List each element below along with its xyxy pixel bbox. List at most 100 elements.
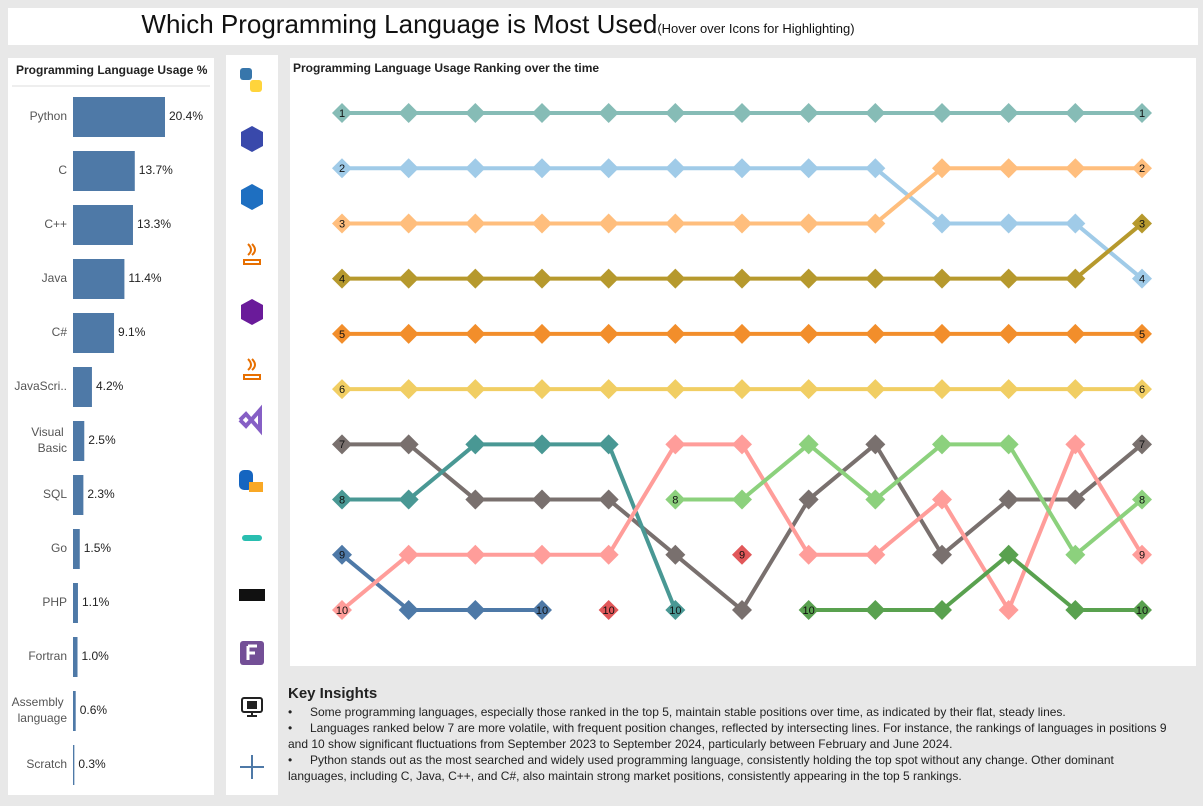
sql-icon[interactable] <box>239 470 263 492</box>
python-icon[interactable] <box>240 68 262 92</box>
bar <box>73 691 76 731</box>
rank-marker <box>465 544 486 565</box>
rank-marker <box>1065 268 1086 289</box>
rank-marker <box>465 213 486 234</box>
rank-marker <box>732 103 752 123</box>
rank-marker <box>932 434 952 455</box>
rank-label: 6 <box>339 384 345 396</box>
rank-label: 6 <box>1139 384 1145 396</box>
bar <box>73 313 115 353</box>
rank-marker <box>598 158 619 179</box>
y-tick-label: Python <box>30 109 67 123</box>
rank-marker <box>532 600 552 620</box>
c-icon[interactable] <box>241 126 263 152</box>
page-hint[interactable]: (Hover over Icons for Highlighting) <box>657 21 854 36</box>
rank-marker <box>1065 213 1086 234</box>
insights: Key Insights Some programming languages,… <box>288 686 1168 784</box>
rank-marker <box>398 103 419 123</box>
rank-marker <box>398 268 419 289</box>
rank-marker <box>598 600 619 620</box>
rank-marker <box>598 103 619 123</box>
y-tick-label: C <box>58 163 67 177</box>
rank-marker <box>598 379 619 400</box>
rank-marker <box>732 434 752 455</box>
rank-marker <box>398 213 419 234</box>
rank-marker <box>398 158 419 179</box>
rank-marker <box>1132 600 1152 620</box>
rank-marker <box>532 489 552 510</box>
vb-icon[interactable] <box>238 404 262 436</box>
java-icon[interactable] <box>243 243 261 265</box>
value-label: 2.5% <box>88 433 116 447</box>
rank-label: 4 <box>339 274 345 286</box>
rank-label: 8 <box>339 494 345 506</box>
rank-marker <box>1065 544 1086 565</box>
rank-marker <box>998 489 1019 510</box>
php-icon[interactable] <box>239 589 265 601</box>
y-tick-label: JavaScri.. <box>14 379 67 393</box>
rank-marker <box>665 158 686 179</box>
bump-panel <box>290 58 1196 666</box>
assembly-icon[interactable] <box>241 697 263 717</box>
rank-marker <box>798 103 819 123</box>
rank-marker <box>465 268 486 289</box>
rank-label: 10 <box>536 605 548 617</box>
y-tick-label: C# <box>52 325 68 339</box>
js-icon[interactable] <box>243 358 261 380</box>
y-tick-label: Scratch <box>26 757 67 771</box>
go-icon[interactable] <box>242 535 262 541</box>
rank-label: 1 <box>1139 108 1145 120</box>
rank-marker <box>1132 434 1152 455</box>
bump-chart-title: Programming Language Usage Ranking over … <box>293 61 599 75</box>
rank-marker <box>1132 213 1152 234</box>
rank-label: 7 <box>339 439 345 451</box>
value-label: 0.6% <box>80 703 108 717</box>
bar <box>73 637 78 677</box>
rank-marker <box>665 379 686 400</box>
rank-marker <box>532 434 552 455</box>
rank-marker <box>732 268 752 289</box>
rank-marker <box>532 213 552 234</box>
rank-marker <box>798 489 819 510</box>
rank-marker <box>1065 379 1086 400</box>
y-tick-label: Assembly language <box>12 695 68 725</box>
rank-marker <box>465 158 486 179</box>
rank-label: 9 <box>339 550 345 562</box>
value-label: 11.4% <box>128 271 161 285</box>
rank-marker <box>532 544 552 565</box>
rank-marker <box>798 213 819 234</box>
fortran-icon[interactable] <box>240 641 264 665</box>
rank-label: 10 <box>1136 605 1148 617</box>
rank-marker <box>865 268 886 289</box>
rank-marker <box>532 323 552 344</box>
rank-marker <box>332 213 352 234</box>
rank-marker <box>598 268 619 289</box>
rank-label: 2 <box>1139 163 1145 175</box>
rank-marker <box>598 434 619 455</box>
value-label: 9.1% <box>118 325 146 339</box>
rank-marker <box>465 434 486 455</box>
bar <box>73 583 78 623</box>
rank-label: 3 <box>339 218 345 230</box>
rank-marker <box>665 268 686 289</box>
rank-marker <box>665 489 686 510</box>
rank-marker <box>1065 323 1086 344</box>
bar <box>73 205 133 245</box>
rank-marker <box>732 489 752 510</box>
rank-marker <box>732 600 752 620</box>
insights-heading: Key Insights <box>288 685 378 702</box>
bar-chart-title: Programming Language Usage % <box>16 63 208 77</box>
rank-marker <box>1065 103 1086 123</box>
insight: Some programming languages, especially t… <box>288 704 1168 720</box>
bar <box>73 745 75 785</box>
rank-label: 1 <box>339 108 345 120</box>
rank-label: 4 <box>1139 274 1145 286</box>
rank-marker <box>798 158 819 179</box>
add-icon[interactable] <box>240 755 264 779</box>
csharp-icon[interactable] <box>241 299 263 325</box>
cpp-icon[interactable] <box>241 184 263 210</box>
value-label: 13.3% <box>137 217 171 231</box>
rank-marker <box>865 434 886 455</box>
